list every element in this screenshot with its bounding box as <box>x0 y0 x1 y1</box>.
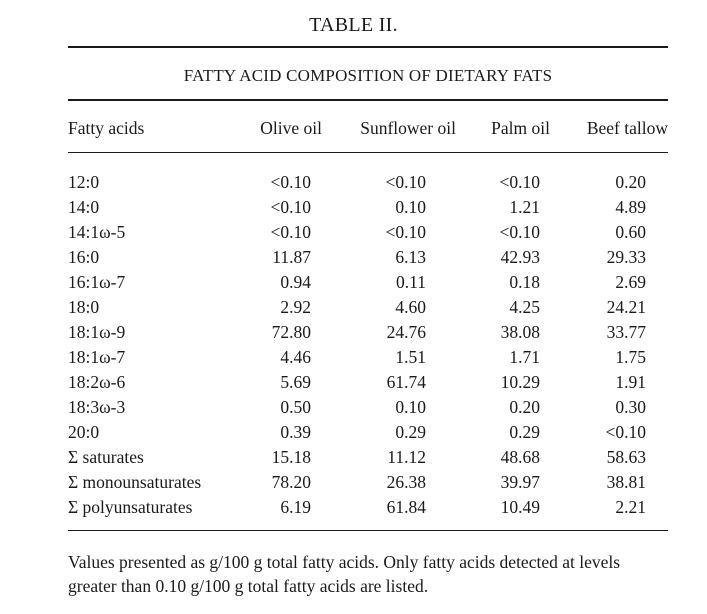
caption-rule <box>68 99 668 101</box>
beef-tallow-value: 1.91 <box>615 372 646 392</box>
palm-oil-value: 1.21 <box>509 197 540 217</box>
table-row: 12:0 <0.10 <0.10 <0.10 0.20 <box>0 170 707 195</box>
row-label: Σ polyunsaturates <box>68 497 193 517</box>
olive-oil-value: 6.19 <box>280 497 311 517</box>
palm-oil-value: 0.29 <box>509 422 540 442</box>
sunflower-oil-value: <0.10 <box>385 222 427 242</box>
palm-oil-value: 39.97 <box>500 472 540 492</box>
olive-oil-value: 11.87 <box>272 247 311 267</box>
table-caption: FATTY ACID COMPOSITION OF DIETARY FATS <box>183 66 553 85</box>
row-label: 12:0 <box>68 172 100 192</box>
table-title: TABLE II. <box>309 14 398 36</box>
table-body: 12:0 <0.10 <0.10 <0.10 0.20 14:0 <0.10 0.10 1.21… <box>0 170 707 520</box>
palm-oil-value: 0.18 <box>509 272 540 292</box>
row-label: 16:1ω-7 <box>68 272 126 292</box>
olive-oil-value: 2.92 <box>280 297 311 317</box>
table-row: 20:0 0.39 0.29 0.29 <0.10 <box>0 420 707 445</box>
palm-oil-value: 0.20 <box>509 397 540 417</box>
beef-tallow-value: 29.33 <box>606 247 646 267</box>
beef-tallow-value: 24.21 <box>606 297 646 317</box>
olive-oil-value: 72.80 <box>271 322 311 342</box>
sunflower-oil-value: 1.51 <box>395 347 426 367</box>
beef-tallow-value: <0.10 <box>605 422 647 442</box>
row-label: Σ monounsaturates <box>68 472 202 492</box>
table-row: 16:0 11.87 6.13 42.93 29.33 <box>0 245 707 270</box>
beef-tallow-value: 1.75 <box>615 347 646 367</box>
beef-tallow-value: 0.20 <box>615 172 646 192</box>
row-label: Σ saturates <box>68 447 144 467</box>
table-row: 18:3ω-3 0.50 0.10 0.20 0.30 <box>0 395 707 420</box>
row-label: 18:3ω-3 <box>68 397 126 417</box>
table-row: Σ polyunsaturates 6.19 61.84 10.49 2.21 <box>0 495 707 520</box>
table-row: 18:1ω-7 4.46 1.51 1.71 1.75 <box>0 345 707 370</box>
table-row: 18:2ω-6 5.69 61.74 10.29 1.91 <box>0 370 707 395</box>
palm-oil-value: <0.10 <box>499 172 541 192</box>
palm-oil-value: 38.08 <box>500 322 540 342</box>
column-header-beef-tallow: Beef tallow <box>586 118 668 138</box>
palm-oil-value: <0.10 <box>499 222 541 242</box>
palm-oil-value: 1.71 <box>509 347 540 367</box>
sunflower-oil-value: 0.10 <box>395 197 426 217</box>
palm-oil-value: 42.93 <box>500 247 540 267</box>
table-row: 16:1ω-7 0.94 0.11 0.18 2.69 <box>0 270 707 295</box>
header-rule <box>68 152 668 153</box>
beef-tallow-value: 38.81 <box>606 472 646 492</box>
olive-oil-value: <0.10 <box>270 172 312 192</box>
olive-oil-value: <0.10 <box>270 222 312 242</box>
row-label: 18:1ω-7 <box>68 347 126 367</box>
top-rule <box>68 46 668 48</box>
column-header-palm-oil: Palm oil <box>491 118 550 138</box>
olive-oil-value: 0.50 <box>280 397 311 417</box>
row-label: 20:0 <box>68 422 100 442</box>
bottom-rule <box>68 530 668 531</box>
row-label: 18:1ω-9 <box>68 322 126 342</box>
row-label: 14:1ω-5 <box>68 222 126 242</box>
palm-oil-value: 4.25 <box>509 297 540 317</box>
column-header-olive-oil: Olive oil <box>260 118 322 138</box>
beef-tallow-value: 4.89 <box>615 197 646 217</box>
sunflower-oil-value: <0.10 <box>385 172 427 192</box>
table-row: Σ monounsaturates 78.20 26.38 39.97 38.81 <box>0 470 707 495</box>
sunflower-oil-value: 61.74 <box>386 372 426 392</box>
sunflower-oil-value: 0.10 <box>395 397 426 417</box>
palm-oil-value: 10.49 <box>500 497 540 517</box>
sunflower-oil-value: 0.29 <box>395 422 426 442</box>
column-header-fatty-acids: Fatty acids <box>68 118 145 138</box>
sunflower-oil-value: 0.11 <box>396 272 426 292</box>
palm-oil-value: 10.29 <box>500 372 540 392</box>
olive-oil-value: <0.10 <box>270 197 312 217</box>
olive-oil-value: 4.46 <box>280 347 311 367</box>
olive-oil-value: 0.39 <box>280 422 311 442</box>
olive-oil-value: 15.18 <box>271 447 311 467</box>
row-label: 18:0 <box>68 297 100 317</box>
sunflower-oil-value: 61.84 <box>386 497 426 517</box>
sunflower-oil-value: 4.60 <box>395 297 426 317</box>
beef-tallow-value: 58.63 <box>606 447 646 467</box>
table-row: 14:1ω-5 <0.10 <0.10 <0.10 0.60 <box>0 220 707 245</box>
olive-oil-value: 0.94 <box>280 272 311 292</box>
olive-oil-value: 5.69 <box>280 372 311 392</box>
table-row: 18:0 2.92 4.60 4.25 24.21 <box>0 295 707 320</box>
row-label: 16:0 <box>68 247 100 267</box>
beef-tallow-value: 0.30 <box>615 397 646 417</box>
table-row: 18:1ω-9 72.80 24.76 38.08 33.77 <box>0 320 707 345</box>
palm-oil-value: 48.68 <box>500 447 540 467</box>
row-label: 18:2ω-6 <box>68 372 126 392</box>
olive-oil-value: 78.20 <box>271 472 311 492</box>
row-label: 14:0 <box>68 197 100 217</box>
beef-tallow-value: 2.21 <box>615 497 646 517</box>
sunflower-oil-value: 6.13 <box>395 247 426 267</box>
column-header-sunflower-oil: Sunflower oil <box>360 118 456 138</box>
sunflower-oil-value: 26.38 <box>386 472 426 492</box>
beef-tallow-value: 2.69 <box>615 272 646 292</box>
table-footnote: Values presented as g/100 g total fatty … <box>68 552 621 596</box>
table-row: 14:0 <0.10 0.10 1.21 4.89 <box>0 195 707 220</box>
sunflower-oil-value: 11.12 <box>387 447 426 467</box>
table-row: Σ saturates 15.18 11.12 48.68 58.63 <box>0 445 707 470</box>
beef-tallow-value: 0.60 <box>615 222 646 242</box>
sunflower-oil-value: 24.76 <box>386 322 426 342</box>
beef-tallow-value: 33.77 <box>606 322 646 342</box>
